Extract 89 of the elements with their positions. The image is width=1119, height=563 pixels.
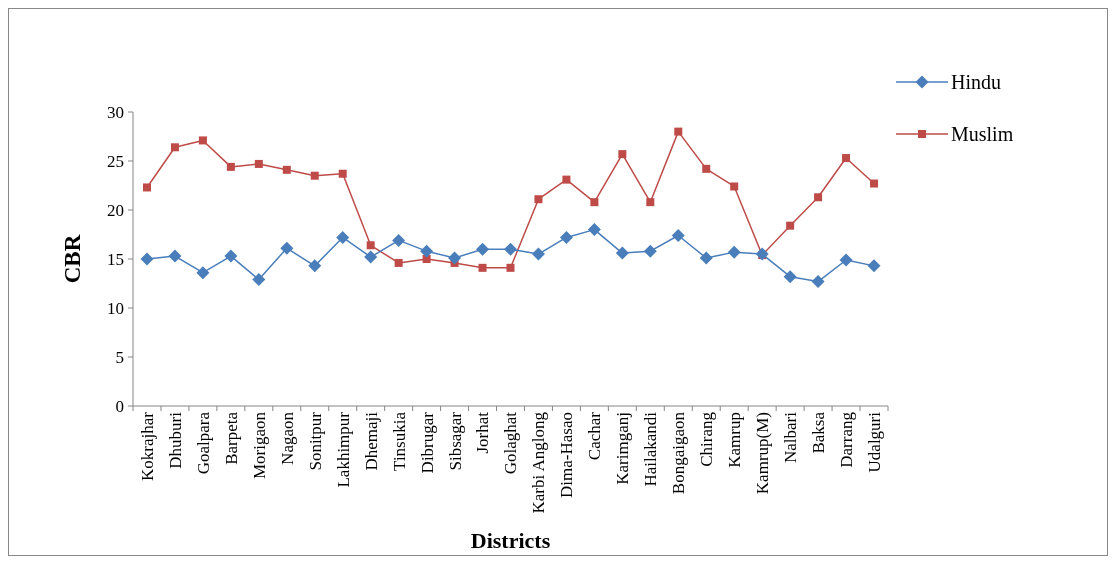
x-tick-label: Morigaon bbox=[249, 411, 269, 480]
point bbox=[783, 270, 797, 284]
x-tick-label: Lakhimpur bbox=[333, 411, 353, 488]
point bbox=[534, 195, 543, 204]
point bbox=[448, 251, 462, 265]
x-tick-label: Cachar bbox=[585, 411, 605, 461]
point bbox=[282, 165, 291, 174]
point bbox=[394, 258, 403, 267]
point bbox=[643, 244, 657, 258]
x-tick-label: Karbi Anglong bbox=[529, 411, 549, 514]
point bbox=[308, 259, 322, 273]
point bbox=[476, 242, 490, 256]
point bbox=[702, 164, 711, 173]
y-tick-label: 5 bbox=[115, 347, 124, 367]
point bbox=[364, 250, 378, 264]
x-tick-label: Dhuburi bbox=[165, 411, 185, 469]
point bbox=[590, 198, 599, 207]
point bbox=[870, 179, 879, 188]
x-tick-label: Sibsagar bbox=[445, 411, 465, 471]
point bbox=[811, 275, 825, 289]
point bbox=[198, 136, 207, 145]
legend-label: Hindu bbox=[951, 71, 1001, 93]
point bbox=[646, 198, 655, 207]
x-tick-label: Kokrajhar bbox=[137, 411, 157, 481]
point bbox=[615, 246, 629, 260]
point bbox=[504, 242, 517, 256]
y-axis-title: CBR bbox=[60, 234, 85, 284]
y-tick-label: 15 bbox=[107, 249, 124, 269]
x-tick-label: Kamrup(M) bbox=[753, 412, 773, 495]
x-tick-label: Hailakandi bbox=[641, 411, 661, 487]
point bbox=[867, 259, 881, 273]
point bbox=[531, 247, 545, 261]
point bbox=[842, 154, 851, 163]
point bbox=[730, 182, 739, 191]
x-tick-label: Nagaon bbox=[277, 411, 297, 465]
point bbox=[506, 263, 515, 272]
point bbox=[226, 162, 235, 171]
point bbox=[727, 245, 741, 259]
y-tick-label: 10 bbox=[107, 298, 124, 318]
x-tick-label: Nalbari bbox=[781, 411, 801, 463]
point bbox=[252, 273, 266, 287]
point bbox=[254, 159, 263, 168]
point bbox=[478, 263, 487, 272]
legend-label: Muslim bbox=[951, 123, 1014, 145]
x-tick-label: Baksa bbox=[809, 411, 829, 454]
point bbox=[755, 247, 769, 261]
x-tick-label: Goalpara bbox=[193, 411, 213, 475]
point bbox=[168, 249, 182, 263]
y-tick-label: 25 bbox=[107, 151, 124, 171]
point bbox=[618, 150, 627, 159]
point bbox=[839, 253, 853, 267]
x-tick-label: Dibrugar bbox=[417, 411, 437, 474]
point bbox=[420, 244, 434, 258]
point bbox=[280, 241, 294, 255]
x-tick-label: Jorhat bbox=[473, 411, 493, 454]
x-axis-title: Districts bbox=[470, 528, 551, 553]
x-tick-label: Golaghat bbox=[501, 411, 521, 475]
x-tick-label: Chirang bbox=[697, 411, 717, 467]
point bbox=[559, 230, 573, 244]
y-tick-label: 0 bbox=[115, 396, 124, 416]
x-tick-label: Kamrup bbox=[725, 412, 745, 468]
point bbox=[814, 193, 823, 202]
x-tick-label: Udalguri bbox=[864, 411, 884, 473]
x-tick-label: Tinsukia bbox=[389, 411, 409, 471]
point bbox=[336, 230, 350, 244]
point bbox=[140, 252, 154, 266]
y-tick-label: 30 bbox=[107, 102, 124, 122]
point bbox=[142, 183, 151, 192]
x-tick-label: Barpeta bbox=[221, 411, 241, 465]
point bbox=[196, 266, 210, 280]
point bbox=[786, 221, 795, 230]
point bbox=[338, 169, 347, 178]
x-tick-label: Sonitpur bbox=[305, 411, 325, 471]
x-tick-label: Dima-Hasao bbox=[557, 412, 577, 498]
point bbox=[587, 223, 601, 237]
x-tick-label: Karimganj bbox=[613, 412, 633, 485]
point bbox=[562, 175, 571, 184]
y-tick-label: 20 bbox=[107, 200, 124, 220]
x-tick-label: Dhemaji bbox=[361, 411, 381, 471]
x-tick-label: Bongaigaon bbox=[669, 411, 689, 495]
point bbox=[310, 171, 319, 180]
x-tick-label: Darrang bbox=[837, 411, 857, 468]
point bbox=[224, 249, 238, 263]
point bbox=[674, 127, 683, 136]
point bbox=[392, 233, 406, 247]
point bbox=[366, 241, 375, 250]
point bbox=[699, 251, 713, 265]
point bbox=[170, 143, 179, 152]
point bbox=[671, 228, 685, 242]
